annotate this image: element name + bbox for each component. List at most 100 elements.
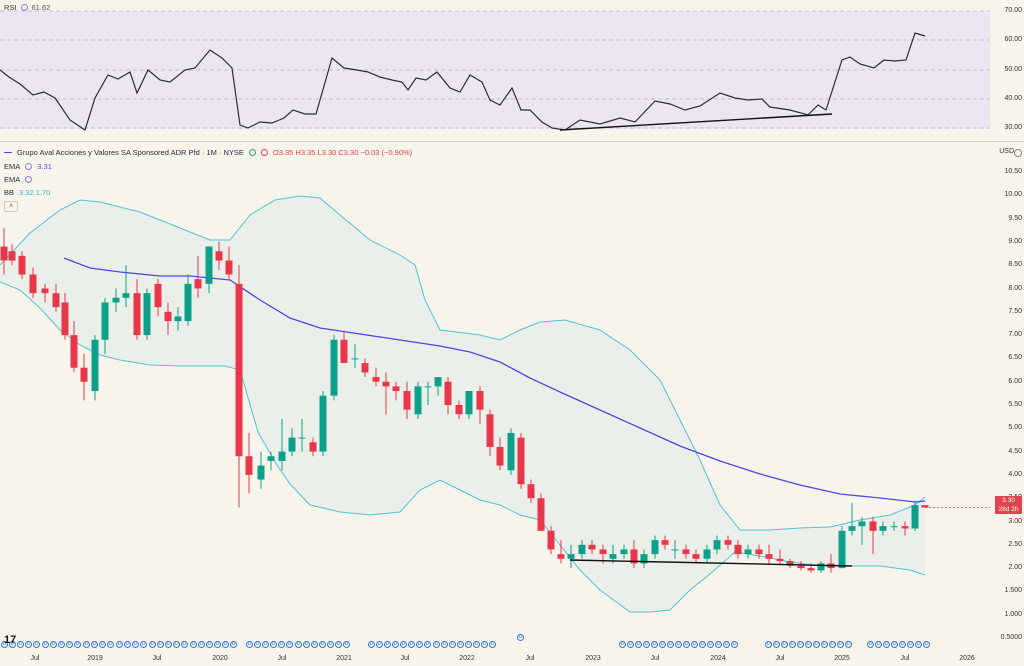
- dividend-marker-icon[interactable]: D: [25, 641, 32, 648]
- dividend-marker-icon[interactable]: D: [33, 641, 40, 648]
- dividend-marker-icon[interactable]: D: [42, 641, 49, 648]
- dividend-marker-icon[interactable]: D: [651, 641, 658, 648]
- dividend-marker-icon[interactable]: D: [116, 641, 123, 648]
- dividend-marker-icon[interactable]: D: [400, 641, 407, 648]
- ema1-legend[interactable]: EMA 3.31: [4, 162, 52, 171]
- dividend-marker-icon[interactable]: D: [311, 641, 318, 648]
- dividend-marker-icon[interactable]: D: [837, 641, 844, 648]
- dividend-marker-icon[interactable]: D: [659, 641, 666, 648]
- dividend-marker-icon[interactable]: D: [181, 641, 188, 648]
- rsi-legend[interactable]: RSI 61.62: [4, 3, 50, 12]
- dividend-marker-icon[interactable]: D: [408, 641, 415, 648]
- dividend-marker-icon[interactable]: D: [198, 641, 205, 648]
- dividend-marker-icon[interactable]: D: [683, 641, 690, 648]
- price-axis[interactable]: 70.00 60.00 50.00 40.00 30.00 10.50 10.00 9.50 9…: [990, 0, 1024, 666]
- chevron-down-icon[interactable]: [1014, 149, 1022, 157]
- dividend-marker-icon[interactable]: D: [165, 641, 172, 648]
- dividend-marker-icon[interactable]: D: [805, 641, 812, 648]
- dividend-marker-icon[interactable]: D: [327, 641, 334, 648]
- dividend-marker-icon[interactable]: D: [517, 634, 524, 641]
- dividend-marker-icon[interactable]: D: [9, 641, 16, 648]
- dividend-marker-icon[interactable]: D: [206, 641, 213, 648]
- dividend-marker-icon[interactable]: D: [627, 641, 634, 648]
- dividend-marker-icon[interactable]: D: [124, 641, 131, 648]
- dividend-marker-icon[interactable]: D: [50, 641, 57, 648]
- dividend-marker-icon[interactable]: D: [424, 641, 431, 648]
- dividend-marker-icon[interactable]: D: [867, 641, 874, 648]
- settings-icon[interactable]: [260, 149, 268, 156]
- dividend-marker-icon[interactable]: D: [441, 641, 448, 648]
- dividend-marker-icon[interactable]: D: [149, 641, 156, 648]
- dividend-marker-icon[interactable]: D: [707, 641, 714, 648]
- dividend-marker-icon[interactable]: D: [246, 641, 253, 648]
- collapse-legend-button[interactable]: ˄: [4, 201, 18, 212]
- dividend-marker-icon[interactable]: D: [83, 641, 90, 648]
- dividend-marker-icon[interactable]: D: [473, 641, 480, 648]
- dividend-marker-icon[interactable]: D: [449, 641, 456, 648]
- dividend-marker-icon[interactable]: D: [222, 641, 229, 648]
- dividend-marker-icon[interactable]: D: [899, 641, 906, 648]
- dividend-marker-icon[interactable]: D: [140, 641, 147, 648]
- dividend-marker-icon[interactable]: D: [335, 641, 342, 648]
- dividend-marker-icon[interactable]: D: [797, 641, 804, 648]
- dividend-marker-icon[interactable]: D: [465, 641, 472, 648]
- symbol-legend[interactable]: Grupo Aval Acciones y Valores SA Sponsor…: [4, 148, 412, 157]
- dividend-marker-icon[interactable]: D: [675, 641, 682, 648]
- dividend-marker-icon[interactable]: D: [214, 641, 221, 648]
- settings-icon[interactable]: [25, 176, 33, 183]
- dividend-marker-icon[interactable]: D: [821, 641, 828, 648]
- dividend-marker-icon[interactable]: D: [368, 641, 375, 648]
- dividend-marker-icon[interactable]: D: [923, 641, 930, 648]
- dividend-marker-icon[interactable]: D: [789, 641, 796, 648]
- bb-legend[interactable]: BB 3.32 1.70: [4, 188, 50, 197]
- dividend-marker-icon[interactable]: D: [173, 641, 180, 648]
- dividend-marker-icon[interactable]: D: [915, 641, 922, 648]
- dividend-marker-icon[interactable]: D: [691, 641, 698, 648]
- dividend-marker-icon[interactable]: D: [190, 641, 197, 648]
- pane-divider[interactable]: [0, 141, 1024, 142]
- dividend-marker-icon[interactable]: D: [132, 641, 139, 648]
- dividend-marker-icon[interactable]: D: [715, 641, 722, 648]
- ema2-legend[interactable]: EMA: [4, 175, 33, 184]
- settings-icon[interactable]: [25, 163, 33, 170]
- dividend-marker-icon[interactable]: D: [773, 641, 780, 648]
- dividend-marker-icon[interactable]: D: [107, 641, 114, 648]
- dividend-marker-icon[interactable]: D: [765, 641, 772, 648]
- dividend-marker-icon[interactable]: D: [286, 641, 293, 648]
- dividend-marker-icon[interactable]: D: [829, 641, 836, 648]
- dividend-marker-icon[interactable]: D: [845, 641, 852, 648]
- dividend-marker-icon[interactable]: D: [619, 641, 626, 648]
- dividend-marker-icon[interactable]: D: [157, 641, 164, 648]
- dividend-marker-icon[interactable]: D: [891, 641, 898, 648]
- dividend-marker-icon[interactable]: D: [262, 641, 269, 648]
- dividend-marker-icon[interactable]: D: [643, 641, 650, 648]
- dividend-marker-icon[interactable]: D: [270, 641, 277, 648]
- dividend-marker-icon[interactable]: D: [319, 641, 326, 648]
- dividend-marker-icon[interactable]: D: [230, 641, 237, 648]
- currency-label[interactable]: USD: [999, 148, 1014, 155]
- dividend-marker-icon[interactable]: D: [343, 641, 350, 648]
- dividend-marker-icon[interactable]: D: [883, 641, 890, 648]
- dividend-marker-icon[interactable]: D: [723, 641, 730, 648]
- dividend-marker-icon[interactable]: D: [58, 641, 65, 648]
- dividend-marker-icon[interactable]: D: [635, 641, 642, 648]
- dividend-marker-icon[interactable]: D: [99, 641, 106, 648]
- visibility-icon[interactable]: [248, 149, 256, 156]
- dividend-marker-icon[interactable]: D: [91, 641, 98, 648]
- time-axis[interactable]: Jul 2019 Jul 2020 Jul 2021 Jul 2022 Jul 2023 Jul 20…: [0, 652, 990, 666]
- dividend-marker-icon[interactable]: D: [295, 641, 302, 648]
- dividend-marker-icon[interactable]: D: [699, 641, 706, 648]
- dividend-marker-icon[interactable]: D: [875, 641, 882, 648]
- dividend-marker-icon[interactable]: D: [1, 641, 8, 648]
- dividend-marker-icon[interactable]: D: [481, 641, 488, 648]
- dividend-marker-icon[interactable]: D: [278, 641, 285, 648]
- dividend-marker-icon[interactable]: D: [731, 641, 738, 648]
- dividend-marker-icon[interactable]: D: [17, 641, 24, 648]
- dividend-marker-icon[interactable]: D: [303, 641, 310, 648]
- dividend-marker-icon[interactable]: D: [254, 641, 261, 648]
- dividend-marker-icon[interactable]: D: [457, 641, 464, 648]
- dividend-marker-icon[interactable]: D: [416, 641, 423, 648]
- dividend-marker-icon[interactable]: D: [384, 641, 391, 648]
- dividend-marker-icon[interactable]: D: [66, 641, 73, 648]
- dividend-marker-icon[interactable]: D: [667, 641, 674, 648]
